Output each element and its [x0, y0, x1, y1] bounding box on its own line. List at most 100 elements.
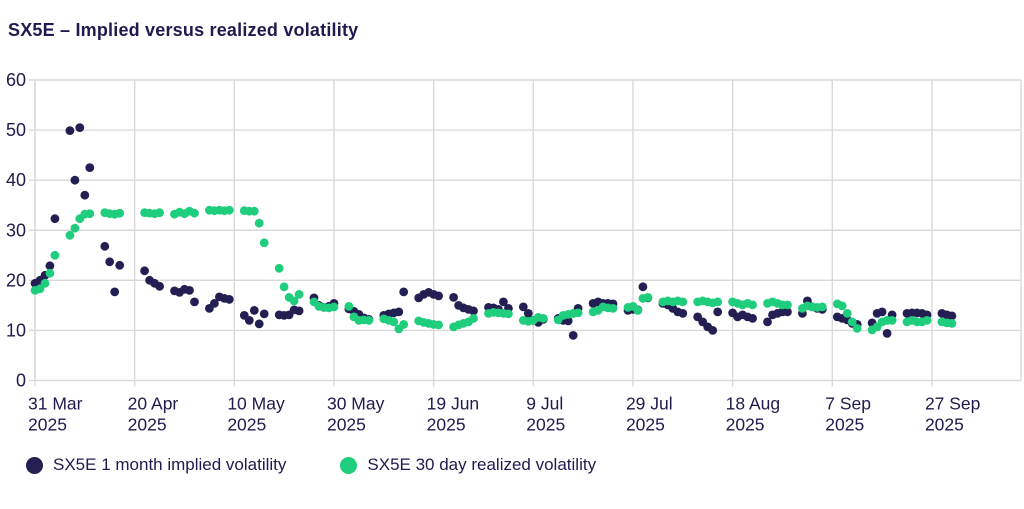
chart-title: SX5E – Implied versus realized volatilit…	[8, 20, 359, 40]
realized-data-point	[45, 268, 55, 278]
x-axis-label-date: 27 Sep	[925, 394, 980, 414]
realized-data-point	[608, 304, 618, 313]
implied-data-point	[80, 190, 90, 200]
realized-data-point	[249, 206, 259, 216]
realized-data-point	[399, 320, 409, 329]
x-axis-label-year: 2025	[626, 415, 665, 435]
realized-data-point	[65, 230, 75, 240]
realized-data-point	[254, 218, 264, 228]
implied-data-point	[518, 302, 528, 312]
realized-data-point	[643, 293, 653, 302]
realized-data-point	[573, 308, 583, 318]
realized-data-point	[155, 208, 165, 218]
realized-data-point	[50, 250, 60, 260]
implied-data-point	[449, 293, 458, 302]
implied-data-point	[45, 261, 55, 271]
implied-data-point	[224, 295, 234, 304]
realized-data-point	[783, 300, 792, 310]
realized-data-point	[85, 209, 95, 219]
x-axis-label-year: 2025	[227, 415, 266, 435]
realized-data-point	[678, 297, 688, 307]
realized-data-point	[115, 208, 125, 218]
realized-data-point	[40, 278, 50, 288]
implied-data-point	[713, 307, 723, 317]
x-axis-label-date: 31 Mar	[28, 394, 83, 414]
implied-data-point	[140, 266, 150, 276]
y-axis-label: 60	[6, 70, 26, 90]
implied-data-point	[254, 319, 264, 329]
y-axis-label: 20	[6, 270, 26, 290]
legend-item-realized: SX5E 30 day realized volatility	[340, 455, 596, 475]
x-axis-label-date: 30 May	[327, 394, 385, 414]
x-axis-label-year: 2025	[427, 415, 466, 435]
implied-data-point	[105, 257, 115, 267]
x-axis-label-date: 29 Jul	[626, 394, 673, 414]
realized-data-point	[887, 316, 897, 325]
realized-data-point	[279, 282, 289, 292]
implied-data-point	[75, 123, 85, 132]
implied-data-point	[678, 309, 688, 318]
implied-data-point	[100, 241, 110, 251]
implied-data-point	[185, 286, 194, 295]
implied-data-point	[249, 306, 259, 315]
x-axis-label-year: 2025	[28, 415, 67, 435]
chart-legend: SX5E 1 month implied volatility SX5E 30 …	[26, 455, 596, 475]
realized-data-point	[713, 297, 723, 307]
implied-data-point	[70, 175, 80, 185]
realized-series-swatch-icon	[340, 456, 358, 474]
realized-data-point	[259, 238, 269, 248]
implied-data-point	[210, 299, 219, 308]
realized-data-point	[504, 309, 513, 319]
realized-data-point	[633, 306, 643, 315]
realized-data-point	[329, 302, 339, 312]
implied-data-point	[294, 306, 304, 316]
implied-data-point	[877, 307, 887, 317]
x-axis-label-date: 7 Sep	[825, 394, 871, 414]
realized-data-point	[837, 301, 847, 311]
realized-data-point	[842, 309, 852, 318]
implied-data-point	[499, 297, 508, 307]
implied-data-point	[763, 317, 772, 327]
implied-data-point	[259, 309, 269, 319]
y-axis-label: 50	[6, 120, 26, 140]
implied-data-point	[523, 309, 533, 318]
x-axis-label-year: 2025	[726, 415, 765, 435]
x-axis-label-year: 2025	[128, 415, 167, 435]
implied-data-point	[748, 314, 757, 323]
realized-data-point	[947, 319, 957, 328]
implied-data-point	[638, 282, 648, 292]
realized-data-point	[224, 205, 234, 215]
realized-data-point	[364, 316, 374, 325]
implied-data-point	[155, 281, 165, 291]
realized-data-point	[847, 317, 857, 327]
implied-data-point	[708, 326, 718, 335]
y-axis-label: 10	[6, 320, 26, 340]
implied-data-point	[882, 329, 892, 338]
implied-data-point	[244, 316, 254, 325]
implied-data-point	[434, 291, 443, 301]
x-axis-label-date: 10 May	[227, 394, 285, 414]
realized-data-point	[294, 290, 304, 299]
implied-data-point	[50, 214, 60, 224]
x-axis-label-year: 2025	[925, 415, 964, 435]
realized-data-point	[70, 223, 80, 233]
implied-data-point	[947, 311, 957, 321]
implied-data-point	[85, 163, 95, 173]
realized-data-point	[274, 263, 284, 273]
implied-data-point	[394, 307, 404, 317]
realized-data-point	[538, 314, 548, 323]
y-axis-label: 0	[16, 371, 26, 391]
realized-data-point	[434, 320, 443, 330]
x-axis-label-date: 19 Jun	[427, 394, 480, 414]
legend-label-realized: SX5E 30 day realized volatility	[367, 455, 597, 474]
implied-series-swatch-icon	[26, 456, 43, 474]
realized-data-point	[190, 208, 199, 218]
realized-data-point	[922, 316, 932, 325]
y-axis-label: 40	[6, 170, 26, 190]
x-axis-label-year: 2025	[825, 415, 864, 435]
realized-data-point	[344, 302, 354, 311]
x-axis-label-date: 20 Apr	[128, 394, 179, 414]
implied-data-point	[399, 287, 409, 297]
realized-data-point	[289, 296, 299, 306]
implied-data-point	[568, 331, 578, 340]
